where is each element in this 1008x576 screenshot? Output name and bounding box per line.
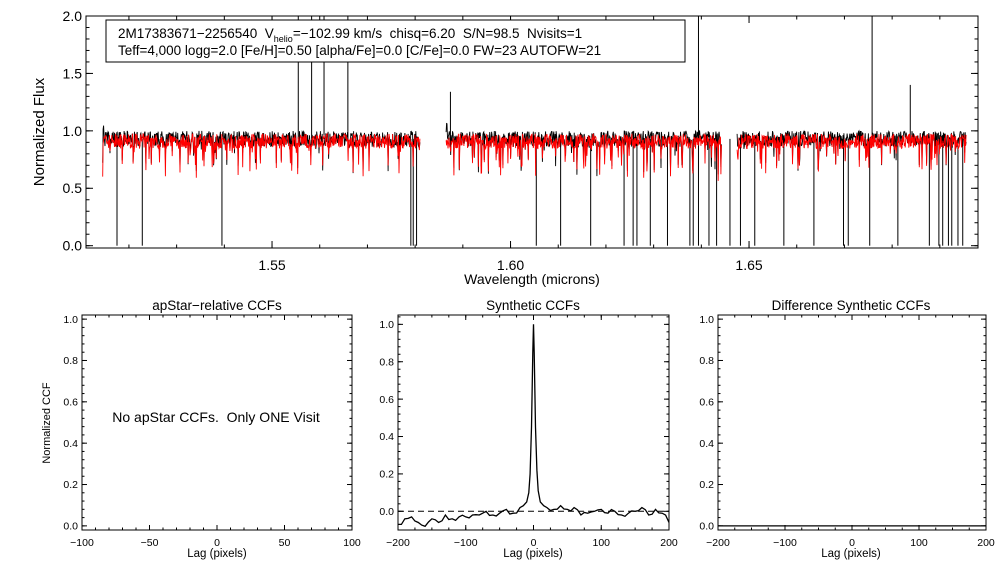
y-tick-label: 1.0: [699, 314, 714, 326]
spectrum-ylabel: Normalized Flux: [31, 77, 48, 186]
x-tick-label: −100: [70, 537, 94, 549]
y-tick-label: 0.8: [63, 355, 78, 367]
synthetic-ccf-panel: −200 −100 0 100 200 0.0 0.2 0.4 0.6 0.8 1.0 Synthe…: [379, 298, 678, 560]
annotation-v-value: =−102.99 km/s: [293, 26, 383, 41]
annotation-line-1: 2M17383671−2256540 Vhelio=−102.99 km/s c…: [118, 26, 582, 44]
difference-ccf-plot-frame: [717, 314, 987, 531]
x-tick-label: 0: [214, 537, 220, 549]
x-tick-label: 100: [343, 537, 361, 549]
x-tick-label: 1.55: [258, 257, 285, 273]
y-tick-label: 0.4: [379, 431, 394, 443]
difference-ccf-panel: −200 −100 0 100 200 0.0 0.2 0.4 0.6 0.8 1.0 Differ…: [699, 298, 995, 560]
y-tick-label: 0.4: [699, 438, 714, 450]
y-tick-label: 0.4: [63, 438, 78, 450]
difference-ccf-title: Difference Synthetic CCFs: [772, 298, 931, 313]
y-tick-label: 1.0: [63, 123, 83, 139]
y-tick-label: 0.0: [63, 238, 83, 254]
x-tick-label: −200: [386, 537, 410, 549]
annotation-v-prefix: V: [265, 26, 274, 41]
y-tick-label: 0.6: [379, 394, 394, 406]
spectrum-axis-ticks: 1.55 1.60 1.65 0.0 0.5 1.0 1.5 2.0: [63, 8, 978, 273]
synthetic-ccf-axis-ticks: −200 −100 0 100 200 0.0 0.2 0.4 0.6 0.8 1.0: [379, 315, 678, 549]
y-tick-label: 0.6: [699, 397, 714, 409]
apstar-ccf-xlabel: Lag (pixels): [187, 548, 247, 560]
y-tick-label: 0.0: [63, 521, 78, 533]
y-tick-label: 0.8: [699, 355, 714, 367]
y-tick-label: 0.2: [379, 469, 394, 481]
spectrum-plot-frame: [85, 15, 979, 249]
y-tick-label: 0.2: [63, 479, 78, 491]
apstar-ccf-axis-ticks: −100 −50 0 50 100 0.0 0.2 0.4 0.6 0.8 1.0: [63, 314, 361, 549]
x-tick-label: 1.60: [497, 257, 524, 273]
difference-ccf-xlabel: Lag (pixels): [821, 548, 881, 560]
no-ccf-message: No apStar CCFs. Only ONE Visit: [112, 409, 320, 425]
apstar-ccf-ylabel: Normalized CCF: [41, 382, 53, 464]
annotation-line-2: Teff=4,000 logg=2.0 [Fe/H]=0.50 [alpha/F…: [118, 43, 601, 58]
synthetic-ccf-xlabel: Lag (pixels): [503, 548, 563, 560]
y-tick-label: 1.0: [379, 319, 394, 331]
x-tick-label: 0: [531, 537, 537, 549]
annotation-star-id: 2M17383671−2256540: [118, 26, 257, 41]
y-tick-label: 0.0: [699, 521, 714, 533]
synthetic-ccf-plot-area: [398, 324, 670, 528]
x-tick-label: −100: [454, 537, 478, 549]
x-tick-label: 200: [977, 537, 995, 549]
y-tick-label: 0.0: [379, 506, 394, 518]
apstar-ccf-title: apStar−relative CCFs: [152, 298, 282, 313]
y-tick-label: 2.0: [63, 8, 83, 24]
spectrum-panel: 1.55 1.60 1.65 0.0 0.5 1.0 1.5 2.0 Normalized F…: [31, 8, 979, 287]
difference-ccf-axis-ticks: −200 −100 0 100 200 0.0 0.2 0.4 0.6 0.8 1.0: [699, 314, 995, 549]
y-tick-label: 0.8: [379, 356, 394, 368]
synthetic-ccf-title: Synthetic CCFs: [486, 298, 580, 313]
y-tick-label: 1.5: [63, 65, 83, 81]
model-spectrum-line: [102, 132, 967, 181]
x-tick-label: −100: [773, 537, 797, 549]
y-tick-label: 1.0: [63, 314, 78, 326]
synthetic-ccf-line: [398, 324, 670, 528]
x-tick-label: 100: [592, 537, 610, 549]
x-tick-label: 100: [910, 537, 928, 549]
spectrum-annotation-box: 2M17383671−2256540 Vhelio=−102.99 km/s c…: [105, 19, 686, 63]
annotation-v-subscript: helio: [274, 34, 293, 44]
spectrum-xlabel: Wavelength (microns): [464, 271, 600, 287]
x-tick-label: 0: [849, 537, 855, 549]
x-tick-label: 50: [279, 537, 291, 549]
x-tick-label: 1.65: [735, 257, 762, 273]
y-tick-label: 0.6: [63, 397, 78, 409]
x-tick-label: −200: [706, 537, 730, 549]
y-tick-label: 0.5: [63, 180, 83, 196]
x-tick-label: 200: [660, 537, 678, 549]
annotation-frame: [105, 19, 686, 63]
annotation-stats: chisq=6.20 S/N=98.5 Nvisits=1: [390, 26, 582, 41]
y-tick-label: 0.2: [699, 479, 714, 491]
apstar-ccf-panel: −100 −50 0 50 100 0.0 0.2 0.4 0.6 0.8 1.0 apStar−r…: [41, 298, 361, 560]
x-tick-label: −50: [141, 537, 159, 549]
